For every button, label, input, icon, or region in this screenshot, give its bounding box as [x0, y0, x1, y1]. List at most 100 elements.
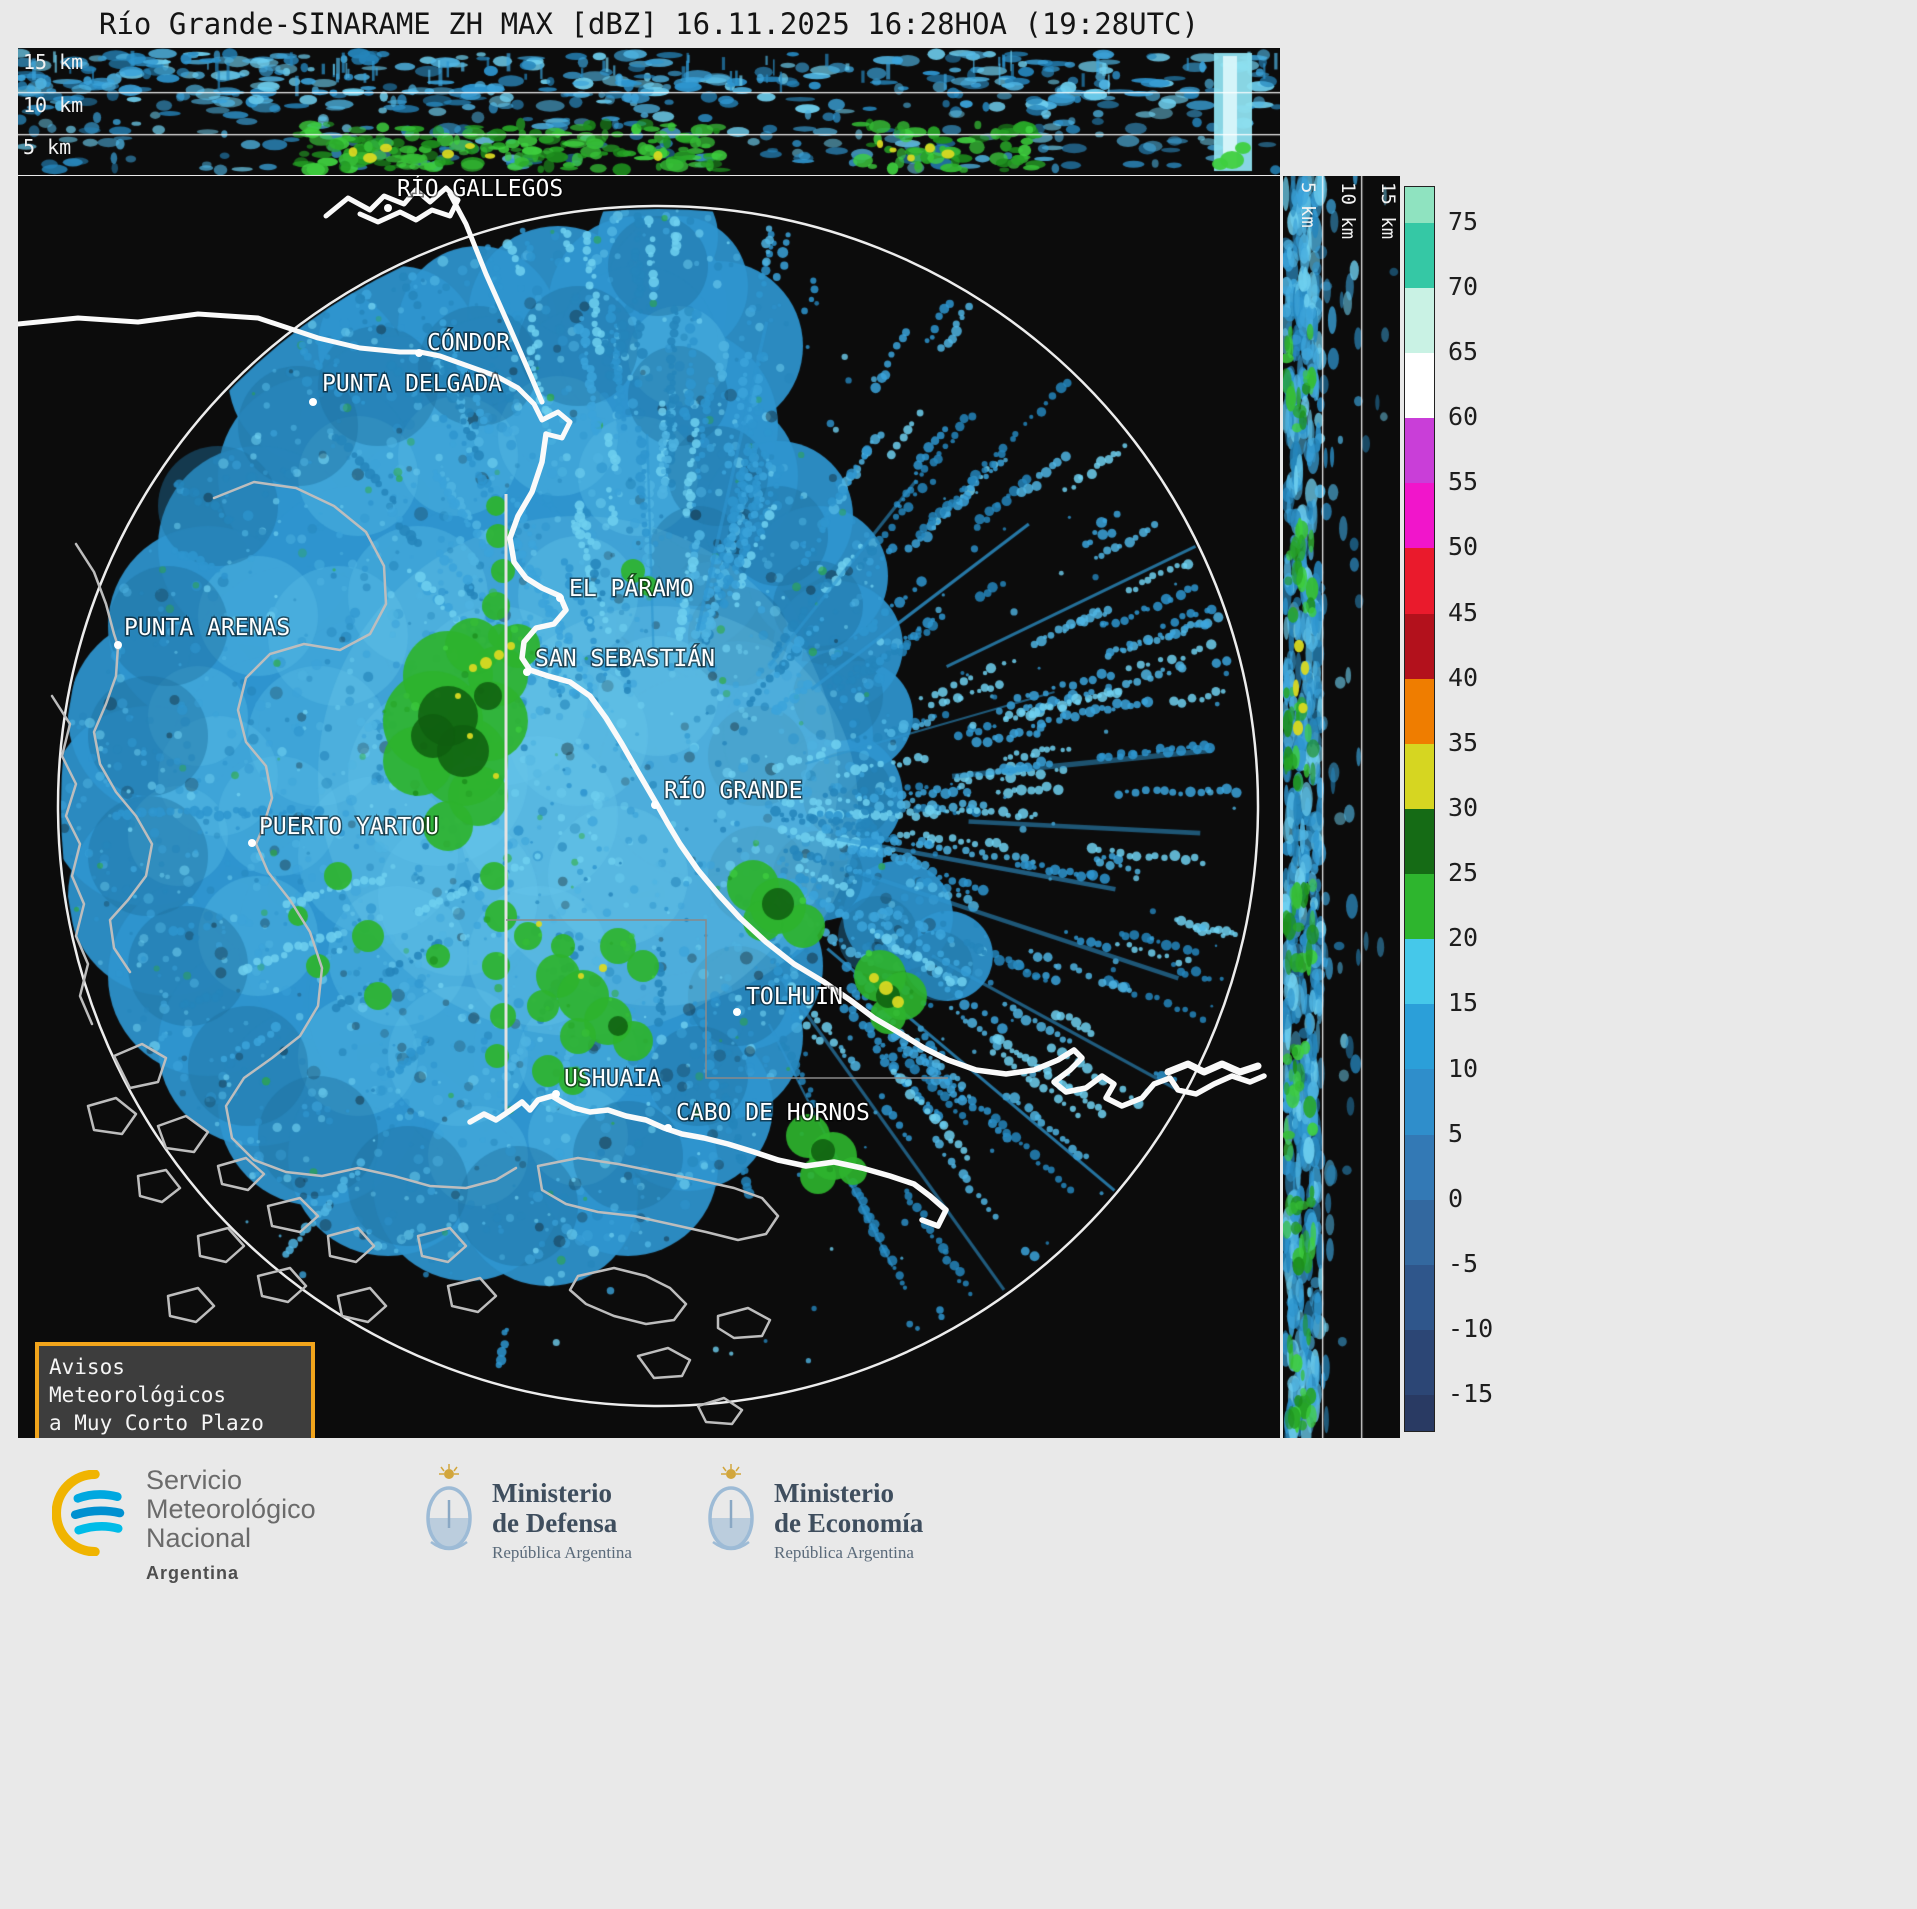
colorbar-tick: 5	[1448, 1118, 1464, 1148]
colorbar-tick: 50	[1448, 532, 1479, 562]
border-lines	[504, 494, 948, 1112]
range-ring	[56, 204, 1260, 1408]
city-dot	[384, 204, 392, 212]
map-overlay: RÍO GALLEGOS CÓNDOR PUNTA DELGADA EL PÁRAMO…	[18, 176, 1267, 1426]
coastline-gray	[50, 480, 780, 1426]
colorbar-tick: -15	[1448, 1379, 1494, 1409]
city-label: USHUAIA	[564, 1066, 661, 1092]
colorbar: 75 70 65 60 55 50 45 40 35 30 25 20 15 10 5 0 -5 -10 -15	[1404, 186, 1524, 1432]
smn-name-line3: Nacional	[146, 1523, 252, 1553]
coat-of-arms-icon	[426, 1464, 472, 1551]
colorbar-tick: 60	[1448, 402, 1479, 432]
footer: Servicio Meteorológico Nacional Argentin…	[0, 1438, 1917, 1909]
colorbar-segment	[1405, 808, 1434, 875]
colorbar-tick: 55	[1448, 467, 1479, 497]
city-dot	[523, 668, 531, 676]
colorbar-segment	[1405, 483, 1434, 549]
colorbar-tick: -5	[1448, 1248, 1479, 1278]
city-label: PUERTO YARTOU	[259, 814, 439, 840]
colorbar-tick: 30	[1448, 793, 1479, 822]
right-cross-section: 5 km 10 km 15 km	[1283, 176, 1400, 1438]
city-label: TOLHUIN	[746, 984, 843, 1010]
colorbar-segment	[1405, 874, 1434, 940]
colorbar-segment	[1405, 1134, 1434, 1200]
city-label: RÍO GRANDE	[664, 776, 802, 804]
colorbar-tick: 20	[1448, 923, 1479, 953]
altitude-label-10km: 10 km	[23, 93, 84, 117]
city-label: SAN SEBASTIÁN	[535, 644, 715, 672]
alert-line2: a Muy Corto Plazo	[49, 1411, 264, 1435]
colorbar-tick: 25	[1448, 858, 1479, 888]
defensa-name: Ministerio de Defensa República Argentin…	[492, 1478, 632, 1563]
colorbar-segments	[1404, 186, 1435, 1432]
economia-logo	[700, 1462, 762, 1562]
city-dot	[309, 398, 317, 406]
colorbar-tick: 75	[1448, 206, 1479, 236]
colorbar-segment	[1405, 418, 1434, 484]
defensa-logo	[418, 1462, 480, 1562]
colorbar-segment	[1405, 548, 1434, 614]
colorbar-tick: 15	[1448, 988, 1479, 1018]
smn-name: Servicio Meteorológico Nacional Argentin…	[146, 1466, 316, 1588]
altitude-label-5km: 5 km	[23, 135, 72, 159]
colorbar-tick: 70	[1448, 271, 1479, 301]
colorbar-segment	[1405, 1069, 1434, 1135]
colorbar-segment	[1405, 678, 1434, 744]
colorbar-tick: 65	[1448, 337, 1479, 367]
altitude-label-15km: 15 km	[23, 50, 84, 74]
colorbar-segment	[1405, 1395, 1434, 1431]
defensa-line2: de Defensa	[492, 1508, 618, 1538]
colorbar-segment	[1405, 222, 1434, 288]
defensa-sub: República Argentina	[492, 1543, 632, 1562]
title-bar: Río Grande-SINARAME ZH MAX [dBZ] 16.11.2…	[18, 0, 1280, 48]
top-cross-section: 15 km 10 km 5 km	[18, 48, 1280, 175]
page-title: Río Grande-SINARAME ZH MAX [dBZ] 16.11.2…	[99, 7, 1199, 41]
colorbar-segment	[1405, 187, 1434, 223]
smn-country: Argentina	[146, 1563, 240, 1583]
city-label: EL PÁRAMO	[569, 574, 694, 602]
city-label: PUNTA DELGADA	[322, 371, 502, 397]
colorbar-segment	[1405, 1264, 1434, 1330]
colorbar-tick: 0	[1448, 1183, 1464, 1213]
economia-name: Ministerio de Economía República Argenti…	[774, 1478, 923, 1563]
defensa-line1: Ministerio	[492, 1478, 612, 1508]
colorbar-segment	[1405, 939, 1434, 1005]
economia-line2: de Economía	[774, 1508, 924, 1538]
economia-line1: Ministerio	[774, 1478, 894, 1508]
radar-map: RÍO GALLEGOS CÓNDOR PUNTA DELGADA EL PÁRAMO…	[18, 176, 1280, 1448]
colorbar-segment	[1405, 1199, 1434, 1265]
alert-box[interactable]: Avisos Meteorológicos a Muy Corto Plazo	[35, 1342, 315, 1448]
alert-line1: Avisos Meteorológicos	[49, 1355, 227, 1407]
city-dot	[556, 594, 564, 602]
colorbar-segment	[1405, 743, 1434, 809]
city-dot	[552, 1090, 560, 1098]
city-label: CÓNDOR	[427, 328, 510, 356]
colorbar-tick: 10	[1448, 1053, 1479, 1083]
city-dot	[114, 641, 122, 649]
economia-sub: República Argentina	[774, 1543, 914, 1562]
city-dot	[664, 1124, 672, 1132]
right-echo-canvas	[1283, 176, 1400, 1438]
top-echo-canvas	[18, 48, 1280, 175]
city-layer: RÍO GALLEGOS CÓNDOR PUNTA DELGADA EL PÁRAMO…	[114, 176, 871, 1132]
smn-name-line2: Meteorológico	[146, 1494, 316, 1524]
city-dot	[651, 801, 659, 809]
city-dot	[733, 1008, 741, 1016]
colorbar-segment	[1405, 287, 1434, 354]
colorbar-tick: 45	[1448, 597, 1479, 627]
colorbar-tick: 35	[1448, 727, 1479, 757]
smn-logo-icon	[51, 1469, 125, 1557]
smn-logo	[51, 1469, 138, 1557]
city-label: CABO DE HORNOS	[676, 1100, 870, 1126]
altitude-label-v-10km: 10 km	[1337, 182, 1359, 240]
city-dot	[415, 349, 423, 357]
coat-of-arms-icon	[708, 1464, 754, 1551]
city-dot	[248, 839, 256, 847]
city-label: RÍO GALLEGOS	[397, 176, 563, 202]
city-label: PUNTA ARENAS	[124, 615, 290, 641]
altitude-label-v-15km: 15 km	[1377, 182, 1399, 240]
colorbar-segment	[1405, 353, 1434, 419]
altitude-label-v-5km: 5 km	[1297, 182, 1319, 228]
colorbar-segment	[1405, 1329, 1434, 1396]
